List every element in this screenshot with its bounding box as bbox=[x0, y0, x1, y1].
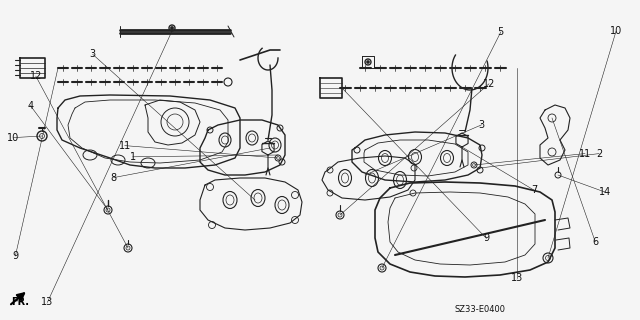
Text: 10: 10 bbox=[7, 132, 20, 143]
Text: FR.: FR. bbox=[11, 297, 29, 307]
Text: 1: 1 bbox=[130, 152, 136, 162]
Text: 10: 10 bbox=[610, 26, 622, 36]
Text: 13: 13 bbox=[41, 297, 54, 308]
Text: SZ33-E0400: SZ33-E0400 bbox=[454, 306, 506, 315]
Text: 12: 12 bbox=[29, 71, 42, 81]
Text: 3: 3 bbox=[479, 120, 484, 130]
Text: 6: 6 bbox=[592, 236, 598, 247]
Text: 9: 9 bbox=[483, 233, 490, 244]
Circle shape bbox=[367, 60, 369, 63]
Text: 12: 12 bbox=[483, 79, 495, 89]
Text: 2: 2 bbox=[596, 148, 602, 159]
Text: 3: 3 bbox=[90, 49, 96, 60]
Text: 8: 8 bbox=[111, 172, 116, 183]
Text: 7: 7 bbox=[531, 185, 538, 196]
Text: 4: 4 bbox=[28, 100, 33, 111]
Text: 9: 9 bbox=[12, 251, 19, 261]
Text: 11: 11 bbox=[118, 140, 131, 151]
Text: 11: 11 bbox=[579, 148, 591, 159]
Text: 13: 13 bbox=[511, 273, 523, 284]
Text: 5: 5 bbox=[498, 27, 504, 37]
Text: 14: 14 bbox=[598, 187, 611, 197]
Circle shape bbox=[170, 27, 173, 29]
